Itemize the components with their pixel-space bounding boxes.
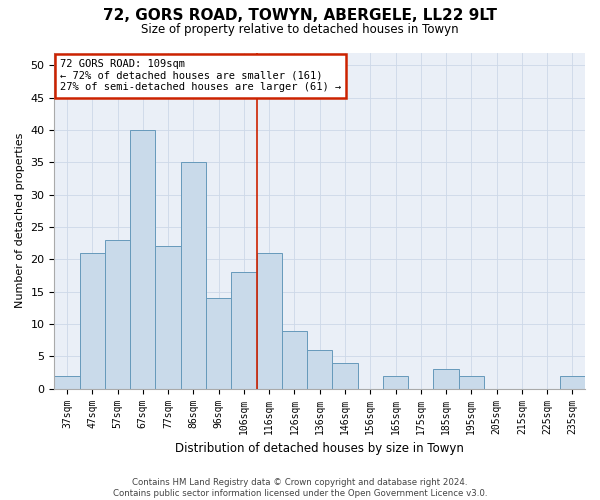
Bar	[231, 272, 257, 388]
Bar	[257, 253, 282, 388]
Text: 72, GORS ROAD, TOWYN, ABERGELE, LL22 9LT: 72, GORS ROAD, TOWYN, ABERGELE, LL22 9LT	[103, 8, 497, 22]
Bar	[383, 376, 408, 388]
Bar	[105, 240, 130, 388]
Text: Size of property relative to detached houses in Towyn: Size of property relative to detached ho…	[141, 22, 459, 36]
Bar	[307, 350, 332, 389]
X-axis label: Distribution of detached houses by size in Towyn: Distribution of detached houses by size …	[175, 442, 464, 455]
Bar	[181, 162, 206, 388]
Bar	[130, 130, 155, 388]
Text: 72 GORS ROAD: 109sqm
← 72% of detached houses are smaller (161)
27% of semi-deta: 72 GORS ROAD: 109sqm ← 72% of detached h…	[60, 59, 341, 92]
Bar	[433, 370, 458, 388]
Text: Contains HM Land Registry data © Crown copyright and database right 2024.
Contai: Contains HM Land Registry data © Crown c…	[113, 478, 487, 498]
Bar	[55, 376, 80, 388]
Bar	[155, 246, 181, 388]
Bar	[80, 253, 105, 388]
Bar	[206, 298, 231, 388]
Bar	[332, 363, 358, 388]
Bar	[458, 376, 484, 388]
Bar	[282, 330, 307, 388]
Bar	[560, 376, 585, 388]
Y-axis label: Number of detached properties: Number of detached properties	[15, 133, 25, 308]
